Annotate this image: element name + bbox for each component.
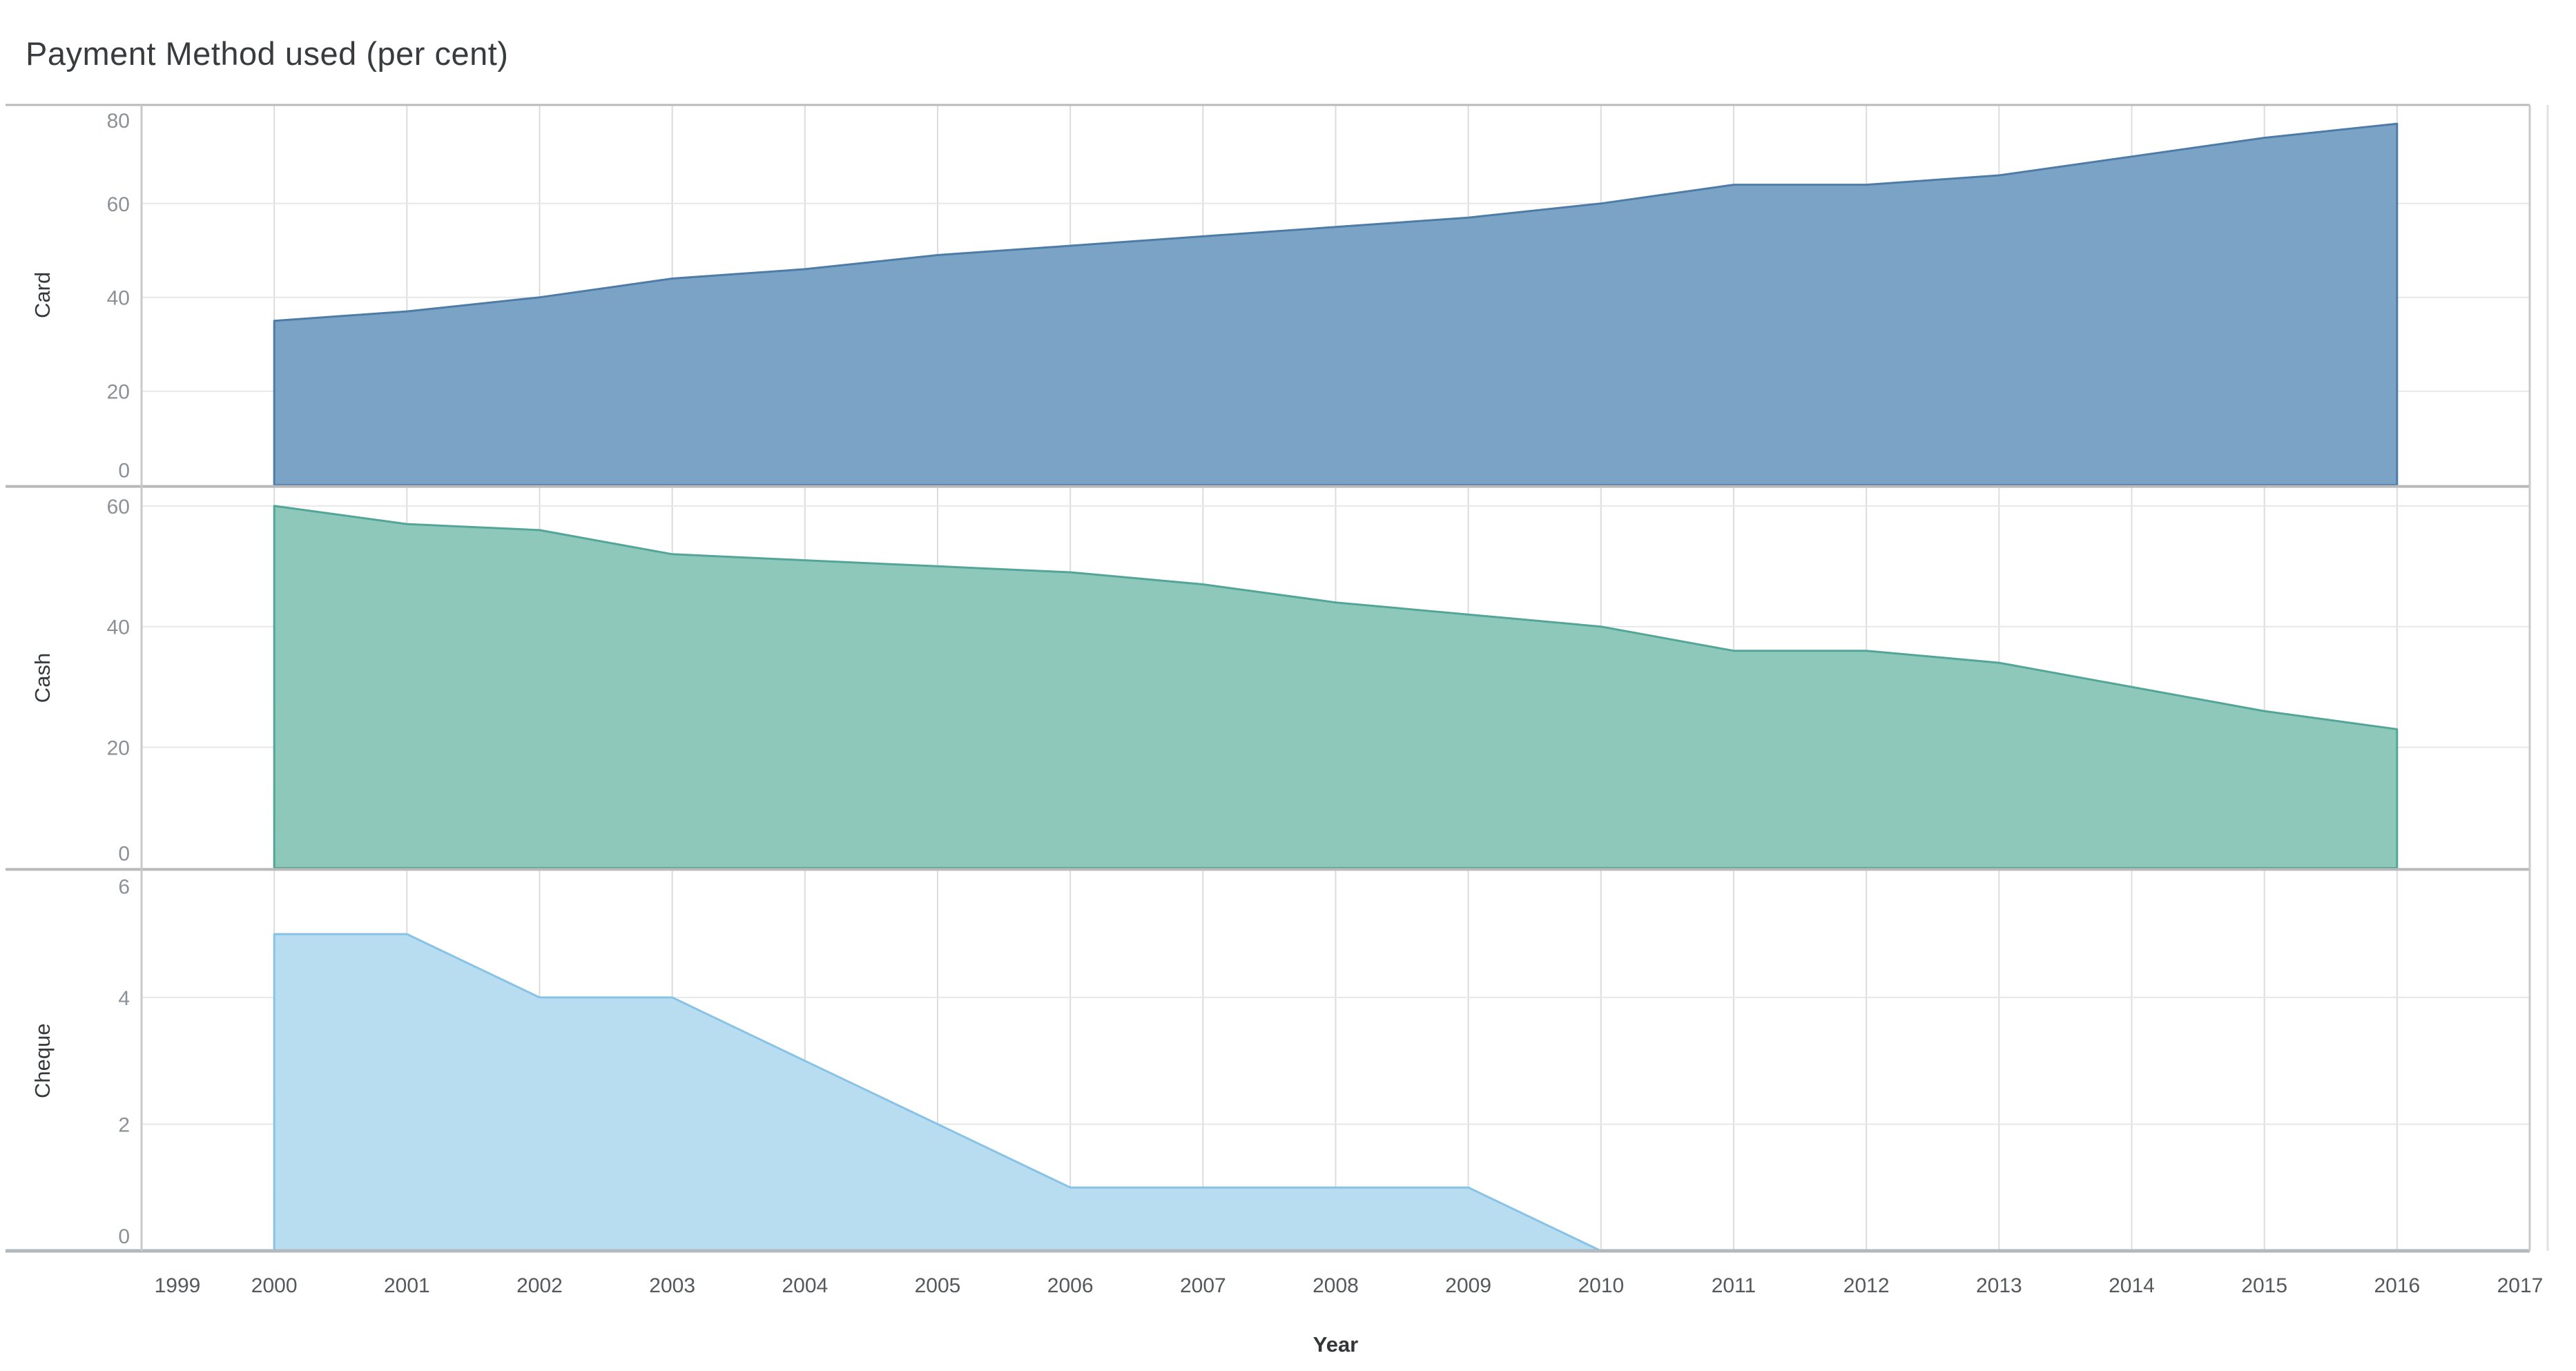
card-area-mark[interactable] xyxy=(273,122,2399,487)
y-tick-label: 6 xyxy=(118,875,130,898)
y-tick-label: 4 xyxy=(118,987,130,1010)
y-tick-label: 0 xyxy=(118,1225,130,1248)
x-tick-label: 2005 xyxy=(915,1274,961,1297)
x-tick-label: 2008 xyxy=(1313,1274,1359,1297)
x-tick-label: 2007 xyxy=(1180,1274,1226,1297)
y-tick-label: 20 xyxy=(107,381,130,404)
pane-label-card: Card xyxy=(30,272,55,318)
y-tick-label: 60 xyxy=(107,193,130,216)
y-tick-label: 2 xyxy=(118,1114,130,1136)
x-axis-title: Year xyxy=(1313,1332,1359,1357)
y-tick-label: 0 xyxy=(118,842,130,865)
x-tick-label: 2010 xyxy=(1578,1274,1624,1297)
x-tick-label: 2013 xyxy=(1976,1274,2022,1297)
x-tick-label: 2014 xyxy=(2109,1274,2155,1297)
y-tick-label: 60 xyxy=(107,496,130,518)
y-tick-label: 40 xyxy=(107,287,130,310)
cash-area-mark[interactable] xyxy=(273,505,2399,869)
x-tick-label: 2009 xyxy=(1445,1274,1491,1297)
x-tick-label: 2004 xyxy=(782,1274,828,1297)
pane-label-cheque: Cheque xyxy=(30,1023,55,1098)
x-tick-label: 1999 xyxy=(155,1274,201,1297)
x-tick-label: 2011 xyxy=(1712,1274,1756,1297)
x-tick-label: 2002 xyxy=(516,1274,563,1297)
x-tick-label: 2000 xyxy=(251,1274,298,1297)
x-tick-label: 2003 xyxy=(649,1274,695,1297)
x-tick-label: 2006 xyxy=(1047,1274,1094,1297)
y-tick-label: 20 xyxy=(107,737,130,760)
x-tick-label: 2015 xyxy=(2241,1274,2287,1297)
x-tick-label: 2017 xyxy=(2497,1274,2544,1297)
pane-label-cash: Cash xyxy=(30,653,55,703)
y-tick-label: 80 xyxy=(107,110,130,133)
x-tick-label: 2016 xyxy=(2374,1274,2420,1297)
chart-title: Payment Method used (per cent) xyxy=(26,35,509,72)
x-tick-label: 2001 xyxy=(384,1274,430,1297)
y-tick-label: 40 xyxy=(107,616,130,639)
x-tick-label: 2012 xyxy=(1843,1274,1890,1297)
y-tick-label: 0 xyxy=(118,460,130,483)
